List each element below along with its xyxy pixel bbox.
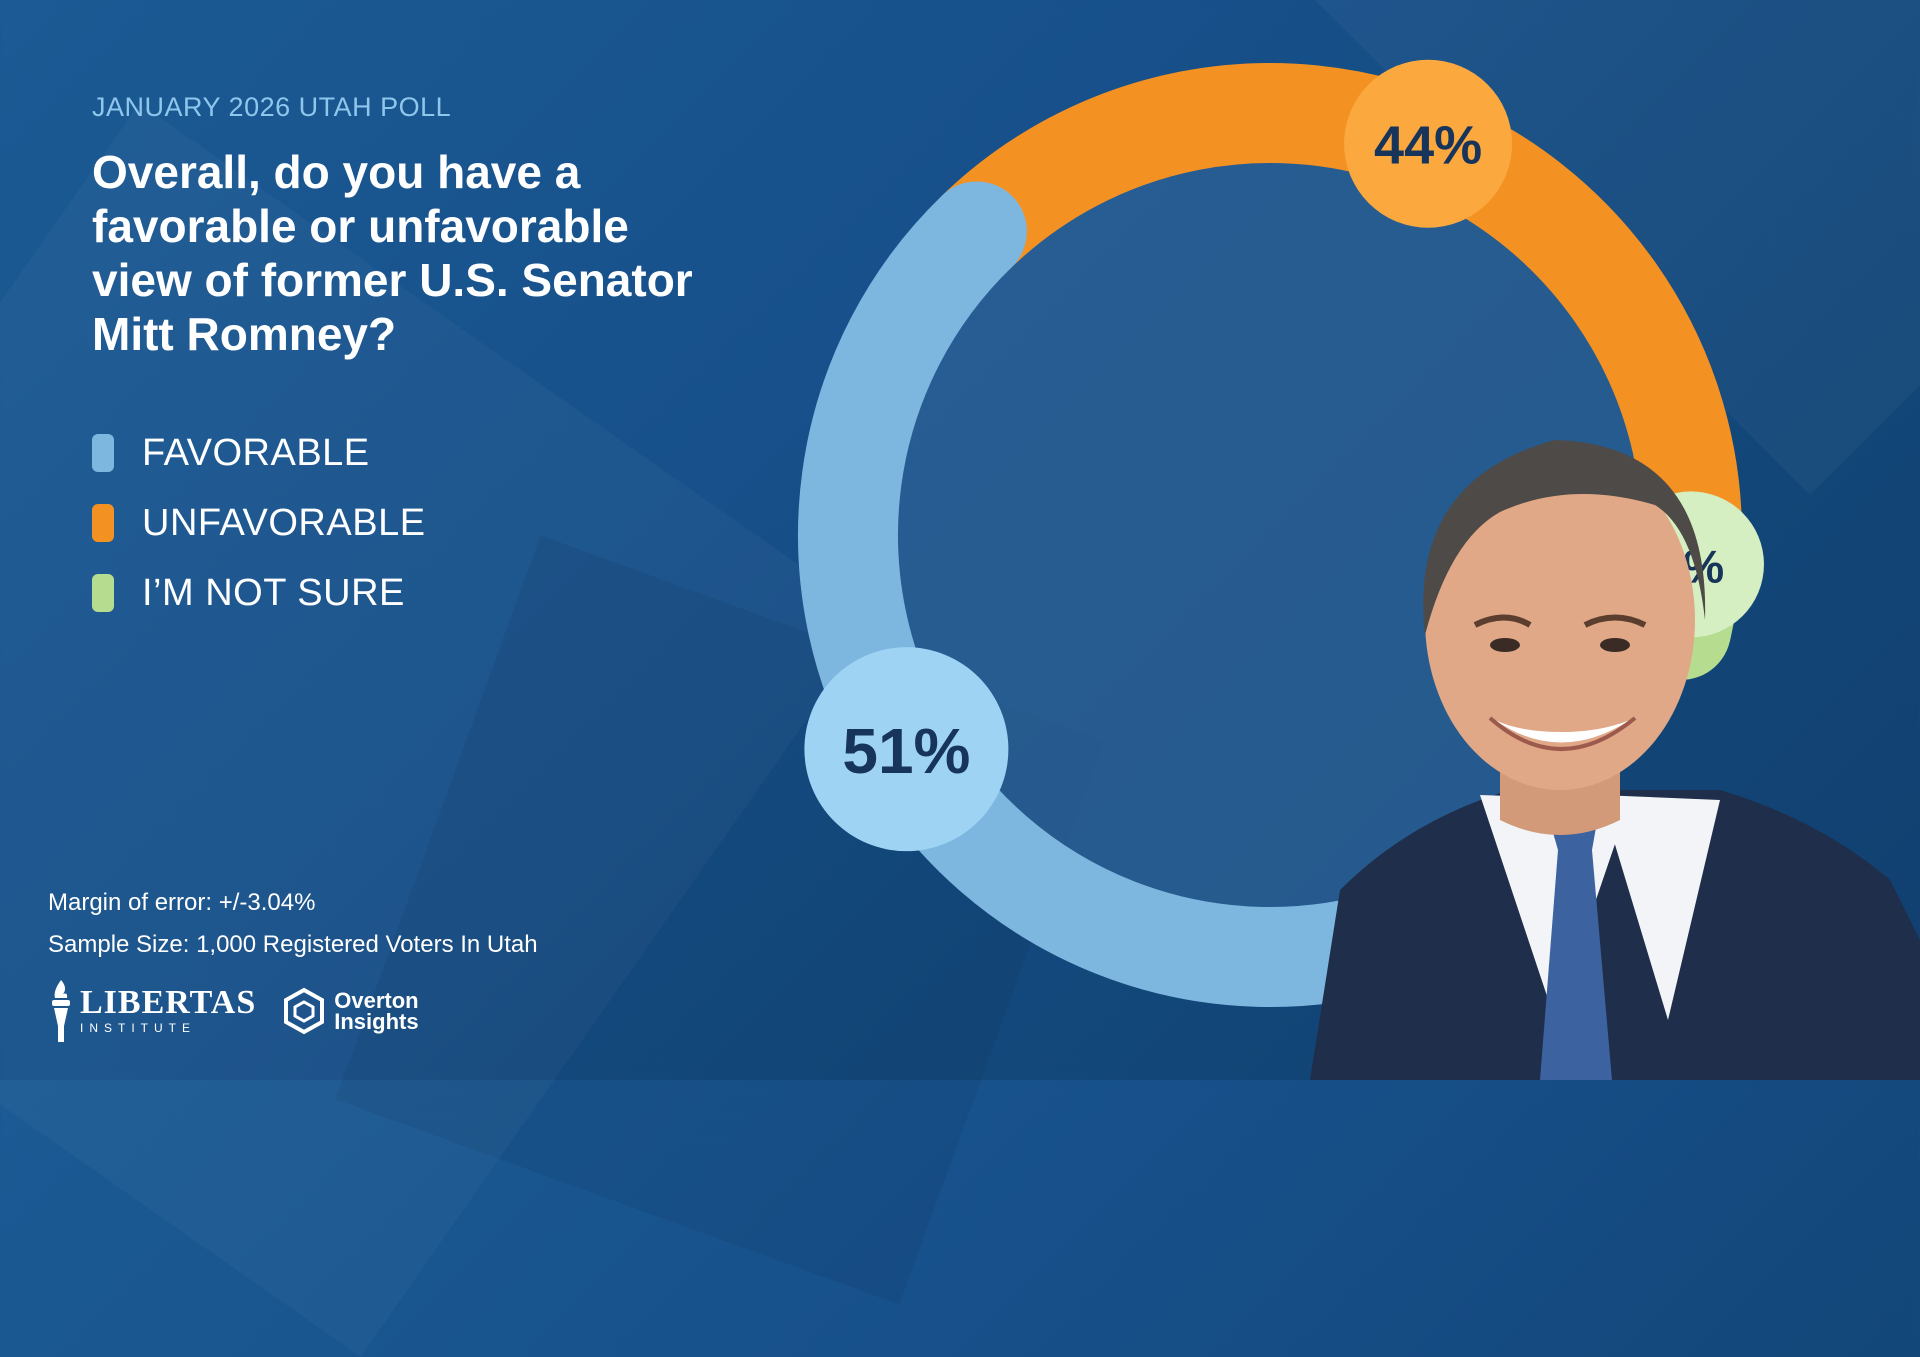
logos: LIBERTAS INSTITUTE Overton Insights — [48, 978, 419, 1044]
senator-portrait — [1310, 440, 1920, 1080]
libertas-subtitle: INSTITUTE — [80, 1021, 196, 1035]
legend-swatch-unfavorable — [92, 504, 114, 542]
chart-legend: FAVORABLE UNFAVORABLE I’M NOT SURE — [92, 418, 426, 628]
data-label-unfavorable: 44% — [1374, 116, 1482, 176]
percent-badge-favorable — [804, 647, 1009, 852]
legend-label-not-sure: I’M NOT SURE — [142, 571, 405, 614]
legend-swatch-favorable — [92, 434, 114, 472]
poll-label: JANUARY 2026 UTAH POLL — [92, 92, 452, 122]
overton-name: Overton — [334, 988, 419, 1013]
data-label-favorable: 51% — [842, 715, 970, 787]
legend-item-favorable: FAVORABLE — [92, 418, 426, 488]
hexagon-icon — [284, 987, 325, 1035]
margin-of-error: Margin of error: +/-3.04% — [48, 889, 316, 916]
torch-icon — [52, 980, 70, 1042]
overton-subtitle: Insights — [334, 1009, 419, 1034]
legend-item-not-sure: I’M NOT SURE — [92, 558, 426, 628]
libertas-name: LIBERTAS — [80, 984, 257, 1021]
footnotes: Margin of error: +/-3.04% Sample Size: 1… — [48, 882, 538, 966]
legend-label-unfavorable: UNFAVORABLE — [142, 501, 426, 544]
poll-question: Overall, do you have a favorable or unfa… — [92, 146, 693, 360]
overton-logo: Overton Insights — [282, 987, 419, 1035]
legend-swatch-not-sure — [92, 574, 114, 612]
libertas-logo: LIBERTAS INSTITUTE — [48, 978, 256, 1044]
legend-item-unfavorable: UNFAVORABLE — [92, 488, 426, 558]
percent-badge-unfavorable — [1344, 59, 1513, 228]
legend-label-favorable: FAVORABLE — [142, 431, 370, 474]
sample-size: Sample Size: 1,000 Registered Voters In … — [48, 931, 538, 958]
